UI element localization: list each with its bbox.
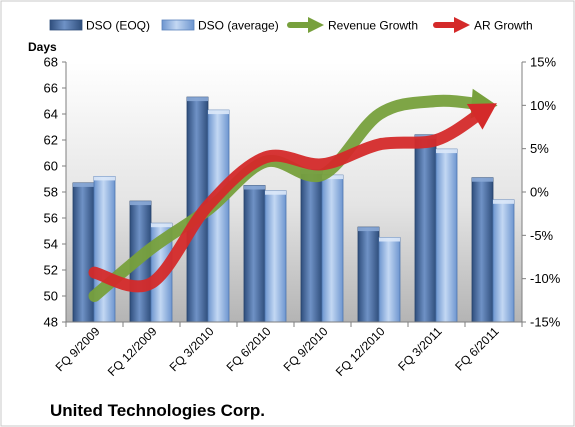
arrowhead-ar-growth [466, 103, 497, 130]
bar-top-dso-eoq [130, 201, 151, 206]
bar-dso-average [378, 237, 401, 323]
legend-swatch-dso-eoq [49, 19, 83, 31]
bar-dso-eoq [414, 134, 437, 323]
legend-swatch-revenue-growth [287, 17, 324, 33]
line-revenue-growth [88, 94, 486, 302]
bar-top-dso-eoq [358, 227, 379, 232]
legend-label-ar-growth: AR Growth [474, 19, 533, 33]
bar-top-dso-average [94, 176, 115, 181]
y-tick-label: 62 [44, 133, 58, 148]
legend-swatch-dso-average [161, 19, 195, 31]
y2-tick-label: -15% [530, 315, 561, 330]
y-tick-label: 60 [44, 159, 58, 174]
chart-marks [72, 88, 515, 323]
bar-top-dso-eoq [244, 185, 265, 190]
line-ar-growth [88, 106, 488, 293]
y-tick-label: 54 [44, 237, 58, 252]
bar-top-dso-average [379, 237, 400, 242]
y-tick-label: 68 [44, 55, 58, 70]
bar-dso-average [435, 148, 458, 323]
bar-top-dso-average [322, 175, 343, 180]
bar-dso-eoq [471, 177, 494, 323]
bar-dso-eoq [72, 182, 95, 323]
bar-top-dso-average [436, 149, 457, 154]
y-tick-label: 58 [44, 185, 58, 200]
bar-dso-eoq [300, 169, 323, 323]
bar-top-dso-average [208, 110, 229, 115]
y2-tick-label: 10% [530, 98, 556, 113]
y-tick-label: 48 [44, 315, 58, 330]
bar-top-dso-eoq [73, 182, 94, 187]
legend-label-dso-eoq: DSO (EOQ) [86, 19, 150, 33]
bar-top-dso-average [151, 223, 172, 228]
y-tick-label: 66 [44, 81, 58, 96]
y2-tick-label: 15% [530, 55, 556, 70]
bar-top-dso-average [265, 190, 286, 195]
bar-dso-average [492, 199, 515, 323]
bar-dso-average [321, 174, 344, 323]
bar-top-dso-eoq [187, 97, 208, 102]
y-tick-label: 50 [44, 289, 58, 304]
y2-tick-label: -10% [530, 271, 561, 286]
bar-top-dso-eoq [472, 177, 493, 182]
y2-tick-label: 5% [530, 141, 549, 156]
legend: DSO (EOQ) DSO (average) Revenue Growth A… [49, 17, 533, 33]
y2-tick-label: 0% [530, 185, 549, 200]
y2-tick-label: -5% [530, 228, 554, 243]
bar-dso-average [207, 109, 230, 323]
legend-swatch-ar-growth [433, 17, 470, 33]
legend-label-dso-average: DSO (average) [198, 19, 279, 33]
bar-top-dso-average [493, 199, 514, 204]
bar-dso-eoq [357, 226, 380, 323]
y-tick-label: 56 [44, 211, 58, 226]
company-name: United Technologies Corp. [50, 401, 265, 420]
bar-dso-eoq [243, 185, 266, 323]
legend-label-revenue-growth: Revenue Growth [328, 19, 418, 33]
bar-dso-average [264, 190, 287, 323]
y-axis-title: Days [28, 40, 57, 54]
y-tick-label: 52 [44, 263, 58, 278]
y-tick-label: 64 [44, 107, 58, 122]
